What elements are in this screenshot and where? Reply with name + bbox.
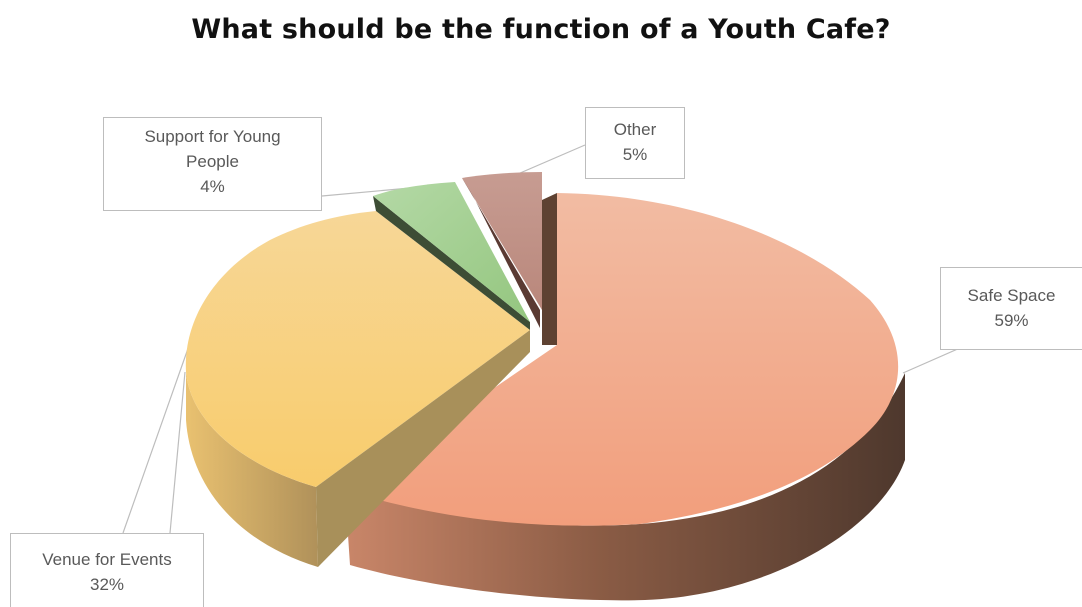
- leader-line-support: [321, 187, 411, 197]
- data-label-support: Support for Young People 4%: [103, 117, 322, 211]
- data-label-safe-space-name: Safe Space: [967, 286, 1056, 305]
- data-label-other-name: Other: [613, 120, 657, 139]
- leader-line-venue: [122, 339, 192, 534]
- slice-safe-space-top: [345, 193, 899, 526]
- data-label-support-name-1: Support for Young: [144, 127, 281, 146]
- slice-venue-side: [186, 372, 318, 567]
- data-label-safe-space-value: 59%: [994, 311, 1029, 330]
- slice-safe-space-side: [345, 373, 905, 601]
- leader-line-safe-space: [902, 347, 1082, 374]
- chart-title: What should be the function of a Youth C…: [191, 14, 891, 45]
- slice-safe-space: [345, 193, 905, 601]
- data-label-other-value: 5%: [622, 145, 648, 164]
- slice-other-top: [462, 172, 542, 310]
- slice-other: [462, 172, 542, 328]
- data-label-venue-value: 32%: [89, 575, 125, 594]
- data-label-support-value: 4%: [200, 177, 225, 196]
- leader-line-venue-2: [169, 371, 186, 534]
- data-label-venue-name: Venue for Events: [42, 550, 172, 569]
- slice-support: [373, 182, 530, 330]
- slice-venue-for-events: [185, 211, 530, 567]
- slice-support-top: [373, 182, 530, 322]
- data-label-support-name-2: People: [186, 152, 239, 171]
- data-label-other: Other 5%: [585, 107, 685, 179]
- slice-safe-space-cut: [542, 193, 557, 345]
- slice-venue-top: [185, 211, 530, 487]
- slice-venue-cut: [316, 330, 530, 567]
- data-label-venue: Venue for Events 32%: [10, 533, 204, 607]
- data-label-safe-space: Safe Space 59%: [940, 267, 1082, 350]
- slice-support-cut: [373, 196, 530, 330]
